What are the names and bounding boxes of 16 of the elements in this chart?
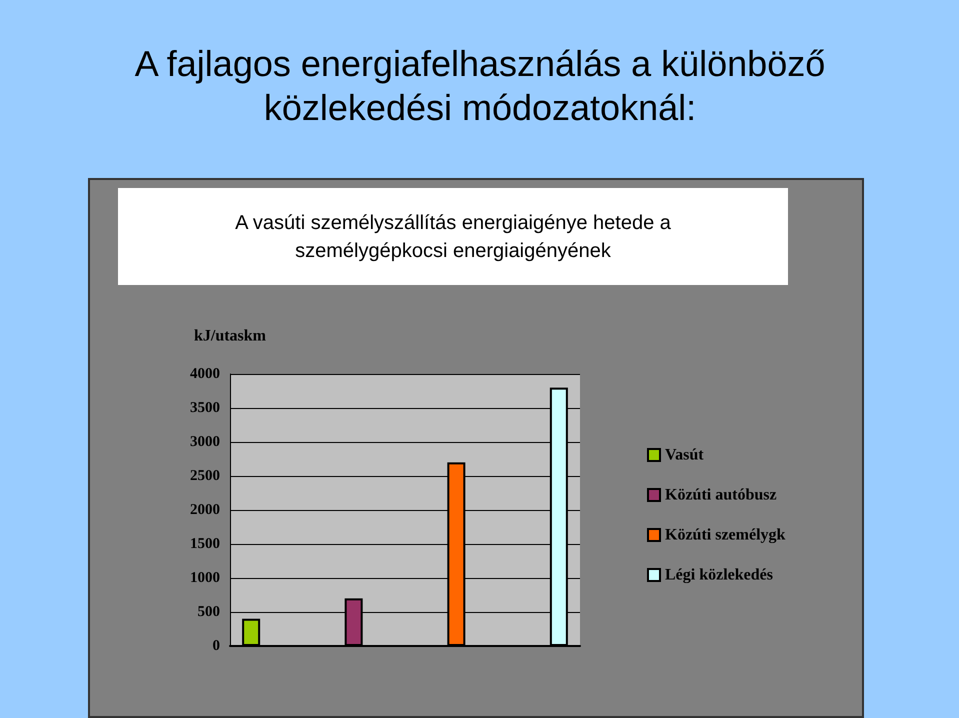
chart-subtitle: A vasúti személyszállítás energiaigénye hetede a személygépkocsi energiaigényének	[234, 210, 672, 264]
legend-label: Vasút	[665, 446, 704, 464]
y-tick-label: 3500	[190, 400, 220, 416]
y-tick-label: 3000	[190, 434, 220, 450]
y-tick-label: 2500	[190, 468, 220, 484]
legend-label: Közúti autóbusz	[665, 486, 777, 504]
y-axis-title: kJ/utaskm	[194, 328, 267, 344]
y-tick-label: 0	[212, 638, 220, 654]
legend-label: Közúti személygk	[665, 526, 786, 544]
y-tick-label: 1500	[190, 536, 220, 552]
legend-label: Légi közlekedés	[665, 566, 773, 584]
y-tick-label: 4000	[190, 366, 220, 382]
y-tick-label: 2000	[190, 502, 220, 518]
chart-title: A fajlagos energiafelhasználás a különböző közlekedési módozatoknál:	[134, 42, 826, 130]
y-tick-label: 500	[198, 604, 220, 620]
y-tick-label: 1000	[190, 570, 220, 586]
